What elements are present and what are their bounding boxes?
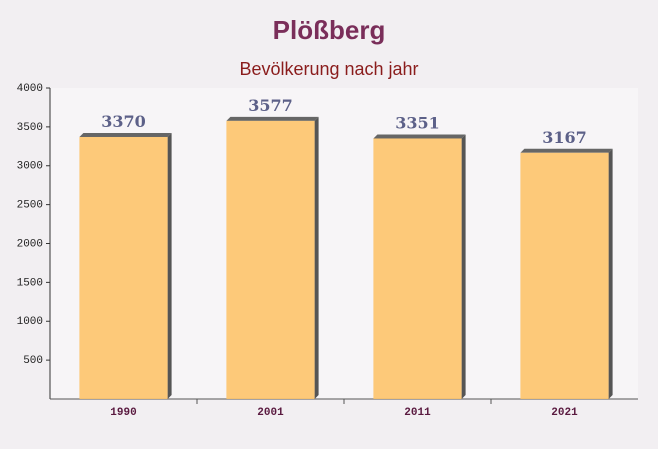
bar-shadow — [461, 134, 466, 399]
x-tick-label: 2001 — [257, 407, 284, 419]
y-tick-label: 1000 — [17, 316, 43, 328]
value-label: 3167 — [542, 128, 587, 147]
y-tick-label: 500 — [23, 355, 43, 367]
chart-subtitle: Bevölkerung nach jahr — [239, 59, 418, 79]
y-tick-label: 3000 — [17, 161, 43, 173]
value-label: 3577 — [248, 96, 293, 115]
y-tick-label: 3500 — [17, 122, 43, 134]
bar-shadow — [314, 116, 319, 400]
y-tick-label: 2500 — [17, 200, 43, 212]
bar-shadow — [79, 132, 172, 137]
y-tick-label: 1500 — [17, 277, 43, 289]
bar — [520, 152, 609, 399]
x-tick-label: 2011 — [404, 407, 431, 419]
bar — [373, 138, 462, 399]
bar-shadow — [226, 116, 319, 121]
chart-title: Plößberg — [273, 15, 386, 45]
y-tick-label: 4000 — [17, 83, 43, 95]
x-tick-label: 2021 — [551, 407, 578, 419]
bar-shadow — [520, 148, 613, 153]
value-label: 3370 — [101, 112, 146, 131]
bar-shadow — [373, 134, 466, 139]
bar — [226, 120, 315, 400]
y-tick-label: 2000 — [17, 238, 43, 250]
bar — [79, 136, 168, 400]
bar-shadow — [167, 132, 172, 400]
x-tick-label: 1990 — [110, 407, 136, 419]
value-label: 3351 — [395, 113, 440, 132]
bar-shadow — [608, 148, 613, 399]
